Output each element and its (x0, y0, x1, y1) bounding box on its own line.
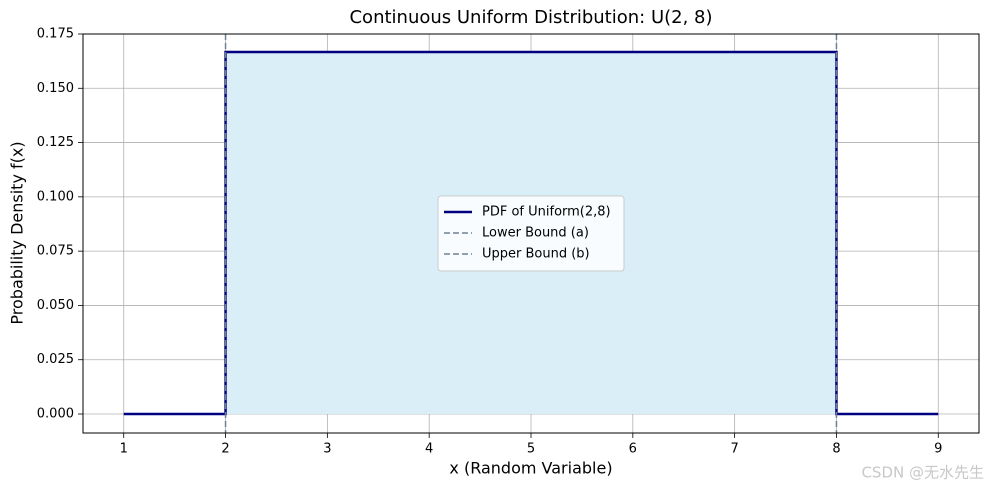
y-tick-label: 0.050 (37, 298, 74, 313)
x-tick-label: 9 (934, 442, 942, 457)
chart-title: Continuous Uniform Distribution: U(2, 8) (349, 7, 712, 28)
x-tick-label: 6 (629, 442, 637, 457)
legend-box (437, 195, 625, 272)
x-tick-label: 7 (730, 442, 738, 457)
y-tick-label: 0.150 (37, 81, 74, 96)
y-tick-label: 0.100 (37, 189, 74, 204)
x-tick-label: 2 (221, 442, 229, 457)
y-tick-label: 0.175 (37, 27, 74, 42)
y-tick-label: 0.025 (37, 352, 74, 367)
y-tick-label: 0.125 (37, 135, 74, 150)
y-tick-label: 0.000 (37, 407, 74, 422)
legend-label: PDF of Uniform(2,8) (482, 205, 611, 220)
x-tick-label: 5 (527, 442, 535, 457)
y-axis-label: Probability Density f(x) (8, 141, 27, 324)
x-tick-label: 3 (323, 442, 331, 457)
line (123, 50, 939, 416)
x-tick-label: 4 (425, 442, 433, 457)
watermark: CSDN @无水先生 (861, 464, 984, 482)
plot-frame (82, 33, 980, 434)
y-tick-label: 0.075 (37, 244, 74, 259)
x-tick-label: 1 (120, 442, 128, 457)
legend-label: Upper Bound (b) (482, 247, 590, 262)
x-axis-label: x (Random Variable) (449, 459, 612, 478)
x-tick-label: 8 (832, 442, 840, 457)
legend-label: Lower Bound (a) (482, 226, 589, 241)
